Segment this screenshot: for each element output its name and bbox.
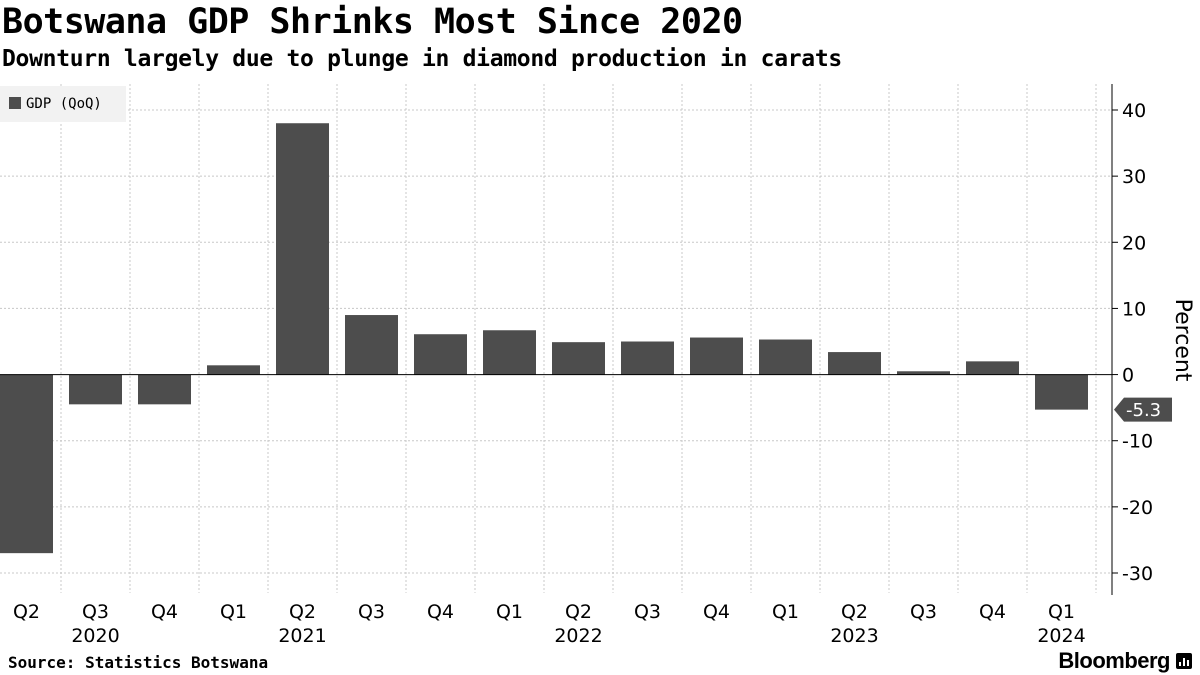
bar [138, 374, 191, 405]
y-tick-label: 30 [1122, 166, 1146, 188]
y-tick-label: 10 [1122, 298, 1146, 320]
grid-layer [0, 84, 1112, 593]
x-tick-label: Q2 [565, 601, 592, 623]
x-tick-label: Q4 [151, 601, 178, 623]
source-note: Source: Statistics Botswana [8, 653, 269, 672]
x-tick-label: Q3 [358, 601, 385, 623]
bar [69, 374, 122, 405]
bar [828, 352, 881, 375]
x-year-label: 2023 [830, 625, 878, 647]
y-tick-label: 20 [1122, 232, 1146, 254]
callout-shape [1114, 397, 1172, 422]
bar-layer [0, 123, 1088, 554]
x-tick-label: Q3 [82, 601, 109, 623]
y-axis-title: Percent [1170, 299, 1195, 382]
x-year-label: 2020 [71, 625, 119, 647]
bar [690, 337, 743, 375]
callout-value: -5.3 [1126, 400, 1161, 421]
chart-title: Botswana GDP Shrinks Most Since 2020 [2, 2, 743, 42]
bar [552, 342, 605, 375]
last-value-callout: -5.3 [1114, 397, 1172, 422]
legend-swatch [9, 97, 21, 109]
brand-logo: Bloomberg [1058, 648, 1192, 674]
x-tick-label: Q2 [13, 601, 40, 623]
x-year-label: 2024 [1037, 625, 1085, 647]
x-tick-label: Q1 [1048, 601, 1075, 623]
bar [0, 374, 53, 554]
bar [276, 123, 329, 375]
x-year-label: 2022 [554, 625, 602, 647]
x-tick-label: Q2 [841, 601, 868, 623]
x-tick-label: Q1 [220, 601, 247, 623]
bloomberg-chart-icon [1176, 653, 1192, 669]
y-tick-label: 0 [1122, 365, 1134, 387]
bar [345, 315, 398, 375]
y-tick-label: -30 [1122, 563, 1153, 585]
chart-subtitle: Downturn largely due to plunge in diamon… [2, 46, 842, 72]
legend-label: GDP (QoQ) [26, 96, 102, 112]
x-tick-label: Q2 [289, 601, 316, 623]
x-tick-label: Q4 [703, 601, 730, 623]
x-tick-label: Q3 [910, 601, 937, 623]
legend: GDP (QoQ) [0, 86, 126, 122]
bar [897, 371, 950, 375]
brand-name: Bloomberg [1058, 648, 1170, 673]
x-tick-label: Q4 [979, 601, 1006, 623]
x-tick-label: Q4 [427, 601, 454, 623]
bar [1035, 374, 1088, 410]
x-tick-label: Q1 [496, 601, 523, 623]
bar [966, 361, 1019, 375]
bar [207, 365, 260, 375]
x-tick-label: Q1 [772, 601, 799, 623]
bar [621, 341, 674, 375]
bar [759, 339, 812, 375]
bar [414, 334, 467, 375]
bar [483, 330, 536, 375]
axis-layer: -30 -20 -10 0 10 20 30 40 Q2 Q3 Q4 Q1 Q2 Q3 Q4 Q1 Q2 Q3 Q4… [0, 84, 1153, 647]
y-tick-label: -10 [1122, 431, 1153, 453]
y-tick-label: 40 [1122, 100, 1146, 122]
x-tick-label: Q3 [634, 601, 661, 623]
y-tick-label: -20 [1122, 497, 1153, 519]
x-year-label: 2021 [278, 625, 326, 647]
